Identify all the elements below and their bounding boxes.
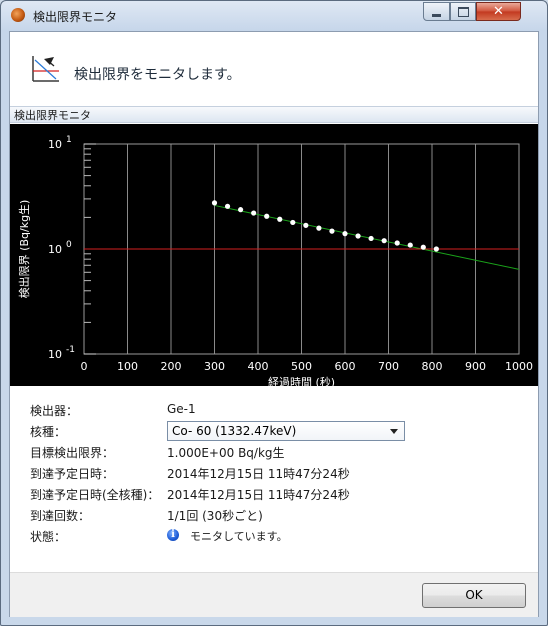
header-panel: 検出限界をモニタします。: [10, 32, 538, 104]
data-point: [211, 200, 218, 206]
close-icon: ✕: [493, 4, 504, 19]
dialog-client: 検出限界をモニタします。 検出限界モニタ 10 1 10 0 10 -1 0 100 200 30…: [9, 31, 539, 617]
detector-row: 検出器： Ge-1: [10, 402, 538, 420]
minimize-button[interactable]: [423, 2, 450, 21]
count-label: 到達回数：: [30, 509, 91, 523]
y-tick-exponent: -1: [66, 345, 75, 355]
info-panel: 検出器： Ge-1 核種： Co- 60 (1332.47keV) 目標検出限界…: [10, 386, 538, 572]
dropdown-arrow-icon: [390, 429, 398, 434]
x-axis-label: 経過時間 (秒): [268, 375, 335, 386]
nuclide-row: 核種： Co- 60 (1332.47keV): [10, 421, 538, 441]
data-point: [290, 219, 296, 226]
eta-row: 到達予定日時： 2014年12月15日 11時47分24秒: [10, 465, 538, 483]
chart-svg: 10 110 010 -10 100 200 300 400 500 600 700 800 900 10…: [17, 135, 533, 386]
data-point: [394, 240, 400, 246]
detection-limit-chart: 10 1 10 0 10 -1 0 100 200 300 400 500 600 700 800 900 10…: [10, 124, 538, 386]
info-icon: i: [167, 529, 179, 541]
data-point: [316, 225, 322, 231]
y-axis-label: 検出限界 (Bq/kg生): [17, 200, 31, 299]
target-limit-row: 目標検出限界： 1.000E+00 Bq/kg生: [10, 444, 538, 462]
window-title: 検出限界モニタ: [33, 10, 118, 24]
data-point: [342, 231, 348, 237]
data-point: [224, 203, 231, 209]
eta-all-label: 到達予定日時(全核種)：: [30, 488, 160, 502]
status-row: 状態： i モニタしています。: [10, 528, 538, 546]
y-tick-exponent: 1: [66, 135, 72, 145]
data-point: [329, 228, 335, 234]
footer: OK: [10, 572, 538, 617]
title-bar[interactable]: 検出限界モニタ ✕: [1, 1, 547, 31]
data-point: [238, 207, 244, 213]
chart-monitor-icon: [32, 56, 59, 82]
data-point: [264, 213, 270, 219]
x-tick-label: 100: [117, 360, 138, 373]
target-limit-label: 目標検出限界：: [30, 446, 115, 460]
x-tick-label: 0: [81, 360, 88, 373]
x-tick-label: 900: [465, 360, 486, 373]
header-text: 検出限界をモニタします。: [74, 67, 241, 83]
data-point: [381, 238, 387, 244]
eta-all-value: 2014年12月15日 11時47分24秒: [167, 488, 350, 502]
maximize-icon: [457, 6, 469, 17]
data-point: [355, 233, 361, 239]
x-tick-label: 800: [422, 360, 443, 373]
fit-line: [214, 204, 520, 270]
data-point: [407, 242, 413, 248]
count-row: 到達回数： 1/1回 (30秒ごと): [10, 507, 538, 525]
nuclide-select-value: Co- 60 (1332.47keV): [172, 424, 297, 438]
data-point: [251, 210, 257, 216]
x-tick-label: 500: [291, 360, 312, 373]
y-tick-label: 10: [48, 243, 62, 256]
close-button[interactable]: ✕: [476, 2, 521, 21]
minimize-icon: [432, 13, 441, 17]
y-tick-exponent: 0: [66, 240, 72, 250]
data-point: [433, 246, 439, 252]
eta-all-row: 到達予定日時(全核種)： 2014年12月15日 11時47分24秒: [10, 486, 538, 504]
detector-value: Ge-1: [167, 402, 196, 416]
x-tick-label: 1000: [505, 360, 533, 373]
ok-button[interactable]: OK: [422, 583, 526, 608]
count-value: 1/1回 (30秒ごと): [167, 509, 263, 523]
data-point: [420, 244, 426, 250]
group-label: 検出限界モニタ: [10, 106, 538, 123]
detector-label: 検出器：: [30, 404, 79, 418]
eta-value: 2014年12月15日 11時47分24秒: [167, 467, 350, 481]
nuclide-select[interactable]: Co- 60 (1332.47keV): [167, 421, 405, 441]
x-tick-label: 700: [378, 360, 399, 373]
y-tick-label: 10: [48, 138, 62, 151]
data-point: [277, 216, 283, 222]
x-tick-label: 400: [248, 360, 269, 373]
target-limit-value: 1.000E+00 Bq/kg生: [167, 446, 285, 460]
data-point: [303, 222, 309, 228]
status-label: 状態：: [30, 530, 67, 544]
x-tick-label: 200: [161, 360, 182, 373]
nuclide-label: 核種：: [30, 425, 67, 439]
x-tick-label: 600: [335, 360, 356, 373]
eta-label: 到達予定日時：: [30, 467, 115, 481]
status-value: モニタしています。: [190, 530, 288, 543]
data-point: [368, 235, 374, 242]
app-icon: [11, 8, 25, 22]
maximize-button[interactable]: [450, 2, 476, 21]
x-tick-label: 300: [204, 360, 225, 373]
y-tick-label: 10: [48, 348, 62, 361]
